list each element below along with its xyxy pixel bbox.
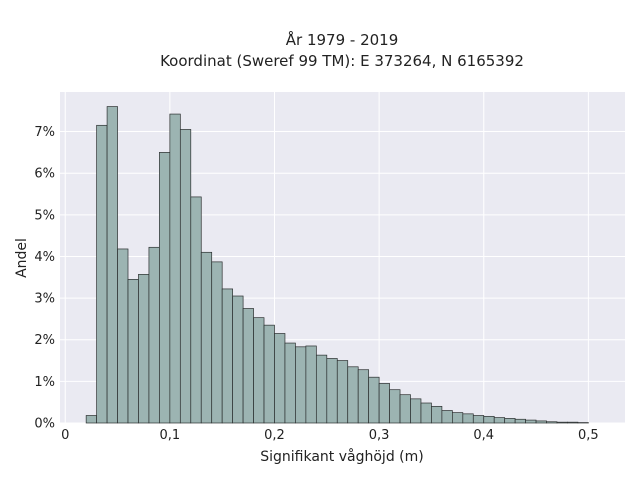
y-tick-label: 3%	[34, 292, 55, 307]
x-axis-label: Signifikant våghöjd (m)	[260, 448, 423, 465]
histogram-bar	[389, 389, 401, 424]
histogram-bar	[336, 360, 349, 424]
y-tick-label: 1%	[34, 375, 55, 390]
histogram-bar	[274, 333, 286, 424]
histogram-bar	[127, 279, 139, 424]
histogram-bar	[347, 366, 359, 424]
histogram-bar	[305, 345, 317, 424]
histogram-bar	[284, 342, 296, 424]
histogram-bar	[190, 196, 202, 424]
histogram-bar	[211, 261, 223, 424]
histogram-bar	[535, 420, 547, 424]
y-tick-label: 2%	[34, 333, 55, 348]
histogram-bar	[431, 405, 443, 424]
histogram-bar	[504, 418, 516, 424]
y-tick-label: 7%	[34, 125, 55, 140]
histogram-bar	[326, 358, 338, 424]
histogram-bar	[514, 418, 526, 424]
histogram-bar	[357, 369, 370, 424]
histogram-bar	[159, 152, 171, 424]
histogram-bar	[493, 417, 506, 424]
y-tick-label: 5%	[34, 208, 55, 223]
x-tick-label: 0,4	[473, 428, 494, 443]
histogram-bar	[399, 394, 411, 424]
histogram-bar	[368, 376, 380, 424]
histogram-bar	[117, 248, 129, 424]
histogram-bar	[556, 421, 568, 424]
histogram-bar	[378, 383, 390, 424]
y-tick-label: 4%	[34, 250, 55, 265]
histogram-bar	[462, 413, 474, 424]
histogram-bar	[179, 129, 192, 424]
histogram-bar	[546, 421, 558, 424]
histogram-bar	[441, 410, 453, 424]
histogram-bar	[263, 324, 275, 424]
histogram-bar	[138, 274, 150, 424]
histogram-bar	[483, 415, 495, 424]
chart-title: År 1979 - 2019	[286, 30, 399, 49]
histogram-bar	[315, 354, 328, 424]
histogram-bar	[525, 419, 537, 424]
histogram-bar	[472, 415, 485, 424]
histogram-bar	[567, 421, 579, 424]
y-axis-label: Andel	[14, 238, 30, 278]
histogram-bar	[420, 402, 432, 424]
histogram-bar	[96, 124, 108, 424]
bars	[85, 106, 589, 424]
histogram-bar	[169, 113, 181, 424]
histogram-bar	[242, 308, 254, 424]
tick-labels: 0 0,1 0,2 0,3 0,4 0,5 0% 1% 2% 3% 4% 5% 6% 7%	[34, 125, 598, 443]
y-tick-label: 0%	[34, 417, 55, 432]
x-tick-label: 0,5	[578, 428, 599, 443]
histogram-bar	[85, 415, 97, 424]
histogram-bar	[253, 317, 265, 424]
x-tick-label: 0,1	[160, 428, 181, 443]
histogram-bar	[232, 295, 244, 424]
histogram-bar	[410, 398, 422, 424]
histogram-bar	[200, 251, 213, 424]
histogram-bar	[106, 106, 118, 424]
x-tick-label: 0	[61, 428, 69, 443]
histogram-bar	[295, 346, 307, 424]
x-tick-label: 0,3	[369, 428, 390, 443]
histogram-bar	[452, 412, 464, 424]
y-tick-label: 6%	[34, 167, 55, 182]
histogram-bar	[148, 246, 160, 424]
chart-subtitle: Koordinat (Sweref 99 TM): E 373264, N 61…	[160, 52, 524, 70]
histogram-bar	[221, 288, 233, 424]
x-tick-label: 0,2	[264, 428, 285, 443]
